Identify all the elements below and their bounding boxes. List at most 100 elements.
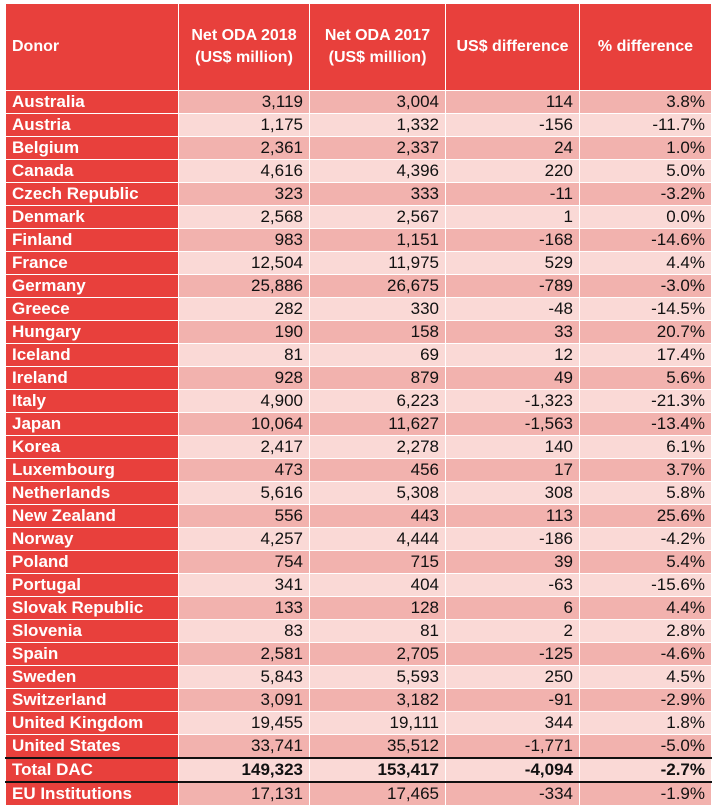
table-row: Korea 2,417 2,278 140 6.1% [5,435,712,459]
oda-2017-cell: 17,465 [309,781,446,806]
oda-2018-cell: 12,504 [178,251,310,275]
donor-cell: United States [5,734,179,759]
oda-2018-cell: 81 [178,343,310,367]
table-row: Hungary 190 158 33 20.7% [5,320,712,344]
pct-difference-cell: 5.4% [579,550,712,574]
total-row: Total DAC 149,323 153,417 -4,094 -2.7% [5,757,712,783]
table-row: Australia 3,119 3,004 114 3.8% [5,90,712,114]
oda-2018-cell: 83 [178,619,310,643]
table-row: Ireland 928 879 49 5.6% [5,366,712,390]
usd-difference-cell: 344 [445,711,580,735]
donor-cell: Japan [5,412,179,436]
oda-2017-cell: 879 [309,366,446,390]
usd-difference-cell: -63 [445,573,580,597]
pct-difference-cell: 4.4% [579,596,712,620]
donor-cell: Slovenia [5,619,179,643]
table-row: Japan 10,064 11,627 -1,563 -13.4% [5,412,712,436]
oda-2018-cell: 10,064 [178,412,310,436]
table-row: Czech Republic 323 333 -11 -3.2% [5,182,712,206]
table-row: Poland 754 715 39 5.4% [5,550,712,574]
donor-cell: Norway [5,527,179,551]
donor-cell: Germany [5,274,179,298]
oda-2018-cell: 5,843 [178,665,310,689]
oda-2017-cell: 6,223 [309,389,446,413]
pct-difference-cell: -3.2% [579,182,712,206]
usd-difference-cell: 17 [445,458,580,482]
usd-difference-cell: 39 [445,550,580,574]
usd-difference-cell: 113 [445,504,580,528]
pct-difference-cell: 5.8% [579,481,712,505]
oda-2018-cell: 1,175 [178,113,310,137]
oda-2018-cell: 5,616 [178,481,310,505]
table-row: United Kingdom 19,455 19,111 344 1.8% [5,711,712,735]
pct-difference-cell: 1.8% [579,711,712,735]
usd-difference-cell: -1,563 [445,412,580,436]
table-row: Finland 983 1,151 -168 -14.6% [5,228,712,252]
oda-2017-cell: 35,512 [309,734,446,759]
table-row: Slovak Republic 133 128 6 4.4% [5,596,712,620]
pct-difference-cell: 3.7% [579,458,712,482]
donor-cell: Korea [5,435,179,459]
pct-difference-cell: -3.0% [579,274,712,298]
oda-2017-cell: 2,705 [309,642,446,666]
donor-cell: Ireland [5,366,179,390]
table-row: Canada 4,616 4,396 220 5.0% [5,159,712,183]
table-row: Luxembourg 473 456 17 3.7% [5,458,712,482]
oda-2017-cell: 3,182 [309,688,446,712]
header-donor: Donor [5,3,179,91]
oda-2018-cell: 928 [178,366,310,390]
oda-2018-cell: 17,131 [178,781,310,806]
donor-cell: Canada [5,159,179,183]
donor-cell: Czech Republic [5,182,179,206]
pct-difference-cell: -14.6% [579,228,712,252]
oda-2017-cell: 153,417 [309,757,446,783]
donor-cell: Italy [5,389,179,413]
pct-difference-cell: 5.0% [579,159,712,183]
pct-difference-cell: -11.7% [579,113,712,137]
donor-cell: United Kingdom [5,711,179,735]
donor-cell: Spain [5,642,179,666]
pct-difference-cell: 25.6% [579,504,712,528]
table-row: Italy 4,900 6,223 -1,323 -21.3% [5,389,712,413]
oda-2017-cell: 2,337 [309,136,446,160]
donor-cell: Sweden [5,665,179,689]
donor-cell: France [5,251,179,275]
pct-difference-cell: 6.1% [579,435,712,459]
table-body: Australia 3,119 3,004 114 3.8% Austria 1,175 1,… [5,90,712,806]
pct-difference-cell: 5.6% [579,366,712,390]
pct-difference-cell: -21.3% [579,389,712,413]
donor-cell: EU Institutions [5,781,179,806]
oda-2017-cell: 456 [309,458,446,482]
usd-difference-cell: 220 [445,159,580,183]
oda-2018-cell: 33,741 [178,734,310,759]
donor-cell: Luxembourg [5,458,179,482]
donor-cell: Poland [5,550,179,574]
table-row: Portugal 341 404 -63 -15.6% [5,573,712,597]
pct-difference-cell: -2.9% [579,688,712,712]
oda-2018-cell: 133 [178,596,310,620]
pct-difference-cell: -4.6% [579,642,712,666]
oda-2017-cell: 2,567 [309,205,446,229]
usd-difference-cell: -91 [445,688,580,712]
pct-difference-cell: 17.4% [579,343,712,367]
oda-2018-cell: 2,417 [178,435,310,459]
donor-cell: Iceland [5,343,179,367]
table-row: New Zealand 556 443 113 25.6% [5,504,712,528]
oda-2018-cell: 323 [178,182,310,206]
table-row: United States 33,741 35,512 -1,771 -5.0% [5,734,712,759]
usd-difference-cell: 49 [445,366,580,390]
usd-difference-cell: -168 [445,228,580,252]
oda-2017-cell: 2,278 [309,435,446,459]
oda-2018-cell: 2,568 [178,205,310,229]
usd-difference-cell: -125 [445,642,580,666]
header-row: Donor Net ODA 2018 (US$ million) Net ODA… [5,3,712,91]
usd-difference-cell: -1,771 [445,734,580,759]
oda-2018-cell: 4,616 [178,159,310,183]
donor-cell: Switzerland [5,688,179,712]
donor-cell: Australia [5,90,179,114]
table-row: Switzerland 3,091 3,182 -91 -2.9% [5,688,712,712]
donor-cell: Total DAC [5,757,179,783]
pct-difference-cell: -4.2% [579,527,712,551]
table-row: Iceland 81 69 12 17.4% [5,343,712,367]
oda-2017-cell: 81 [309,619,446,643]
